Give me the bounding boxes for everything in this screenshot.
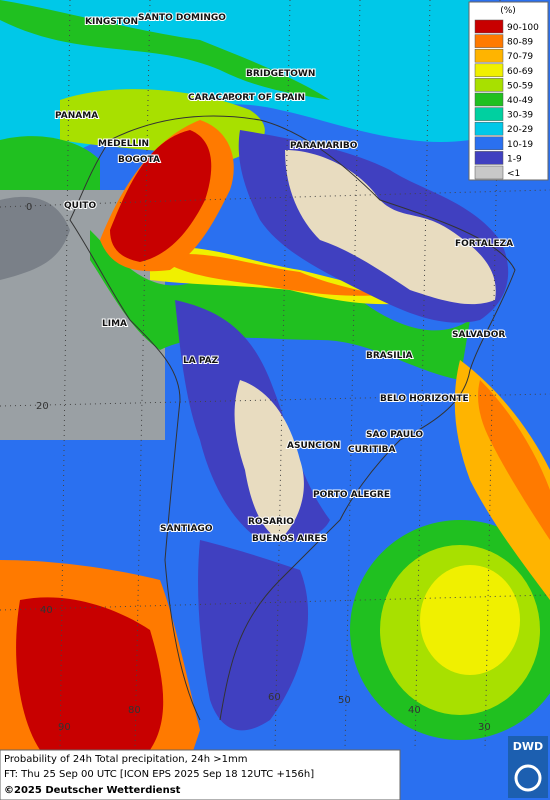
- legend-swatch: [474, 92, 504, 107]
- city-label: BRIDGETOWN: [246, 69, 315, 79]
- longitude-label: 60: [268, 692, 281, 703]
- legend-label: 30-39: [507, 111, 533, 121]
- legend-swatch: [474, 78, 504, 92]
- legend-label: 60-69: [507, 67, 533, 77]
- city-label: BOGOTA: [118, 155, 160, 165]
- legend-label: 80-89: [507, 38, 533, 48]
- legend-swatch: [474, 63, 504, 78]
- footer-line1: Probability of 24h Total precipitation, …: [4, 754, 247, 765]
- zone-dry-brazil: [285, 150, 496, 305]
- city-label: PORT OF SPAIN: [228, 93, 305, 103]
- zone-orange-band: [170, 253, 380, 296]
- city-label: BUENOS AIRES: [252, 534, 327, 544]
- city-label: LA PAZ: [183, 356, 219, 366]
- coastline-west: [69, 139, 201, 721]
- zone-gray-dark: [0, 196, 70, 280]
- city-label: LIMA: [102, 319, 127, 329]
- footer-copyright: ©2025 Deutscher Wetterdienst: [4, 785, 181, 796]
- legend-label: 90-100: [507, 23, 539, 33]
- city-label: CURITIBA: [348, 445, 396, 455]
- latitude-label: 40: [40, 605, 53, 616]
- legend-label: 70-79: [507, 52, 533, 62]
- city-label: MEDELLIN: [98, 139, 149, 149]
- city-label: BRASILIA: [366, 351, 413, 361]
- legend-label: 1-9: [507, 154, 522, 164]
- city-label: SANTO DOMINGO: [138, 13, 226, 23]
- coastline-east: [109, 115, 516, 721]
- zone-yellow-se: [420, 565, 520, 675]
- zone-orange-east: [454, 360, 550, 600]
- footer-line2: FT: Thu 25 Sep 00 UTC [ICON EPS 2025 Sep…: [4, 769, 314, 780]
- city-label: ROSARIO: [248, 517, 294, 527]
- city-label: QUITO: [64, 201, 96, 211]
- city-label: PARAMARIBO: [290, 141, 358, 151]
- city-label: BELO HORIZONTE: [380, 394, 469, 404]
- zone-patagonia: [198, 540, 309, 731]
- latitude-label: 0: [26, 202, 32, 213]
- legend-title: (%): [500, 6, 516, 16]
- zone-red-sw: [16, 597, 164, 750]
- logo-icon: [514, 764, 542, 792]
- legend-swatch: [474, 48, 504, 63]
- longitude-label: 80: [128, 705, 141, 716]
- zone-orange-east-core: [478, 380, 550, 540]
- longitude-label: 90: [58, 722, 71, 733]
- legend-label: <1: [507, 169, 520, 179]
- legend-label: 40-49: [507, 96, 533, 106]
- legend-swatch: [474, 136, 504, 151]
- legend-label: 10-19: [507, 140, 533, 150]
- longitude-label: 30: [478, 722, 491, 733]
- longitude-label: 40: [408, 705, 421, 716]
- footer-box: [0, 749, 401, 800]
- legend-swatch: [474, 34, 504, 48]
- legend-swatch: [474, 19, 504, 34]
- city-label: PANAMA: [55, 111, 98, 121]
- zone-dry-chaco: [234, 380, 304, 540]
- city-label: KINGSTON: [85, 17, 138, 27]
- city-label: PORTO ALEGRE: [313, 490, 390, 500]
- legend-label: 50-59: [507, 81, 533, 91]
- latitude-label: 20: [36, 401, 49, 412]
- city-label: SAO PAULO: [366, 430, 423, 440]
- graticule: [0, 0, 550, 751]
- city-label: SANTIAGO: [160, 524, 213, 534]
- logo-text: DWD: [513, 740, 543, 753]
- legend-swatch: [474, 165, 504, 180]
- city-label: SALVADOR: [452, 330, 505, 340]
- legend-swatch: [474, 151, 504, 165]
- longitude-label: 50: [338, 695, 351, 706]
- zone-red-colombia: [110, 130, 212, 262]
- legend-swatch: [474, 121, 504, 136]
- city-label: FORTALEZA: [455, 239, 513, 249]
- zone-green: [0, 0, 330, 100]
- legend-swatch: [474, 107, 504, 121]
- legend-label: 20-29: [507, 125, 533, 135]
- city-label: ASUNCION: [287, 441, 340, 451]
- zone-green-band: [90, 230, 470, 380]
- city-label: CARACAS: [188, 93, 236, 103]
